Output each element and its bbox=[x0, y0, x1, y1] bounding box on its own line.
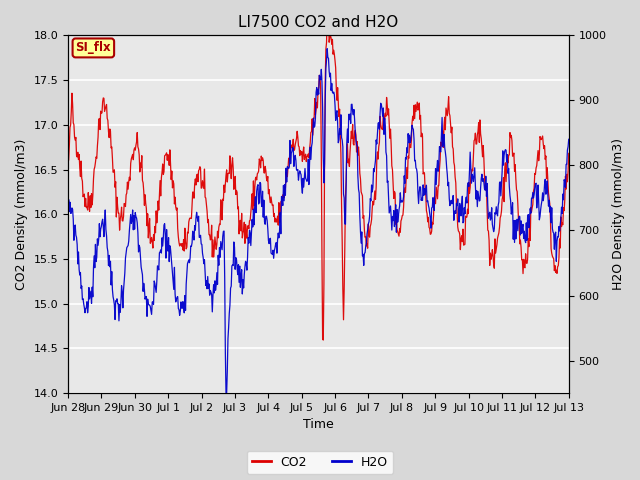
X-axis label: Time: Time bbox=[303, 419, 333, 432]
Y-axis label: CO2 Density (mmol/m3): CO2 Density (mmol/m3) bbox=[15, 139, 28, 290]
Legend: CO2, H2O: CO2, H2O bbox=[247, 451, 393, 474]
Text: SI_flx: SI_flx bbox=[76, 41, 111, 54]
Y-axis label: H2O Density (mmol/m3): H2O Density (mmol/m3) bbox=[612, 138, 625, 290]
Title: LI7500 CO2 and H2O: LI7500 CO2 and H2O bbox=[238, 15, 399, 30]
